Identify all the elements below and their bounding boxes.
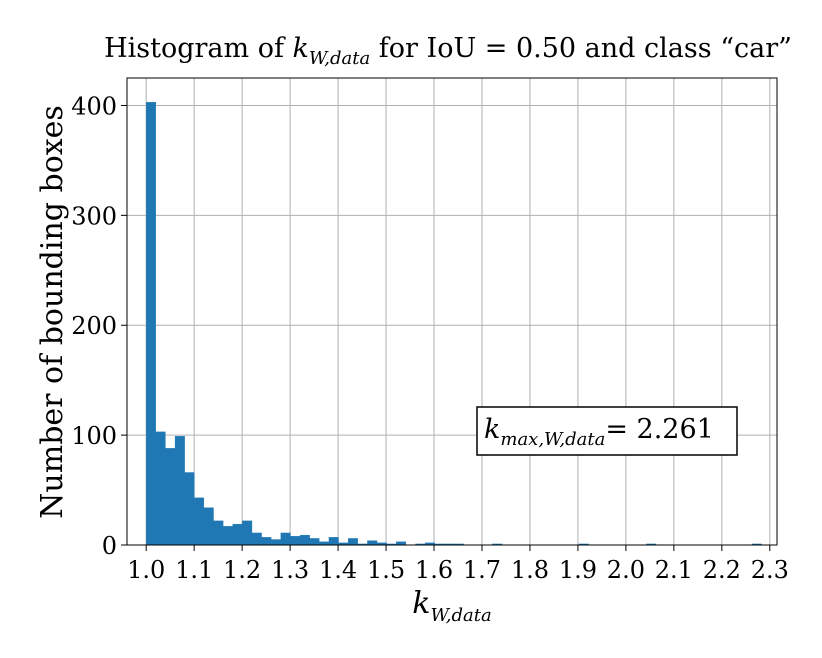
x-axis-label-variable: k (412, 586, 430, 621)
x-tick-label: 1.6 (415, 556, 453, 584)
annotation-text: kmax,W,data= 2.261 (484, 414, 714, 450)
histogram-bar (251, 532, 262, 546)
chart-title: Histogram of kW,data for IoU = 0.50 and … (104, 33, 792, 69)
histogram-bar (165, 448, 176, 546)
bars (146, 102, 762, 546)
y-tick-label: 400 (71, 92, 117, 120)
title-variable-subscript: W,data (309, 48, 370, 69)
x-axis-ticks: 1.0 1.1 1.2 1.3 1.4 1.5 1.6 1.7 1.8 1.9 2.0 2.1 2.2 2… (127, 545, 789, 584)
histogram-bar (146, 102, 156, 546)
x-tick-label: 2.1 (655, 556, 693, 584)
x-tick-label: 1.2 (223, 556, 261, 584)
x-axis-label-subscript: W,data (430, 605, 491, 626)
x-tick-label: 1.5 (367, 556, 405, 584)
x-tick-label: 2.0 (607, 556, 645, 584)
histogram-bar (222, 526, 233, 546)
histogram-bar (155, 431, 166, 546)
x-tick-label: 1.4 (319, 556, 357, 584)
y-tick-label: 300 (71, 202, 117, 230)
histogram-bar (280, 532, 291, 546)
annotation-box: kmax,W,data= 2.261 (476, 406, 738, 456)
x-tick-label: 1.9 (559, 556, 597, 584)
x-tick-label: 1.1 (175, 556, 213, 584)
y-tick-label: 0 (102, 532, 117, 560)
histogram-bar (367, 540, 378, 546)
x-tick-label: 1.7 (463, 556, 501, 584)
histogram-bar (232, 523, 243, 546)
x-tick-label: 2.3 (751, 556, 789, 584)
annotation-frame (476, 406, 738, 456)
annotation-subscript: max,W,data (500, 429, 605, 450)
annotation-value: = 2.261 (605, 414, 714, 445)
x-tick-label: 2.2 (703, 556, 741, 584)
histogram-bar (194, 497, 205, 546)
title-prefix: Histogram of (104, 33, 292, 64)
title-variable: k (293, 33, 309, 64)
histogram-bar (299, 534, 310, 546)
histogram-bar (184, 472, 195, 546)
x-tick-label: 1.3 (271, 556, 309, 584)
grid-lines (127, 78, 777, 546)
histogram-bar (242, 520, 253, 546)
annotation-variable: k (484, 414, 500, 445)
histogram-bar (309, 538, 320, 546)
x-axis-label: kW,data (412, 586, 491, 626)
plot-frame (126, 77, 778, 546)
histogram-bar (174, 436, 185, 546)
y-tick-label: 200 (71, 312, 117, 340)
histogram-bar (290, 536, 301, 546)
y-axis-label: Number of bounding boxes (35, 105, 70, 519)
histogram-bar (348, 538, 358, 546)
histogram-bar (271, 539, 281, 546)
histogram-bar (203, 507, 214, 546)
x-tick-label: 1.8 (511, 556, 549, 584)
histogram-bar (213, 520, 224, 546)
histogram-bar (261, 537, 272, 546)
histogram-bar (328, 537, 339, 546)
y-tick-label: 100 (71, 422, 117, 450)
y-axis-ticks: 0 100 200 300 400 (71, 92, 127, 560)
x-tick-label: 1.0 (127, 556, 165, 584)
title-suffix: for IoU = 0.50 and class “car” (370, 33, 792, 64)
